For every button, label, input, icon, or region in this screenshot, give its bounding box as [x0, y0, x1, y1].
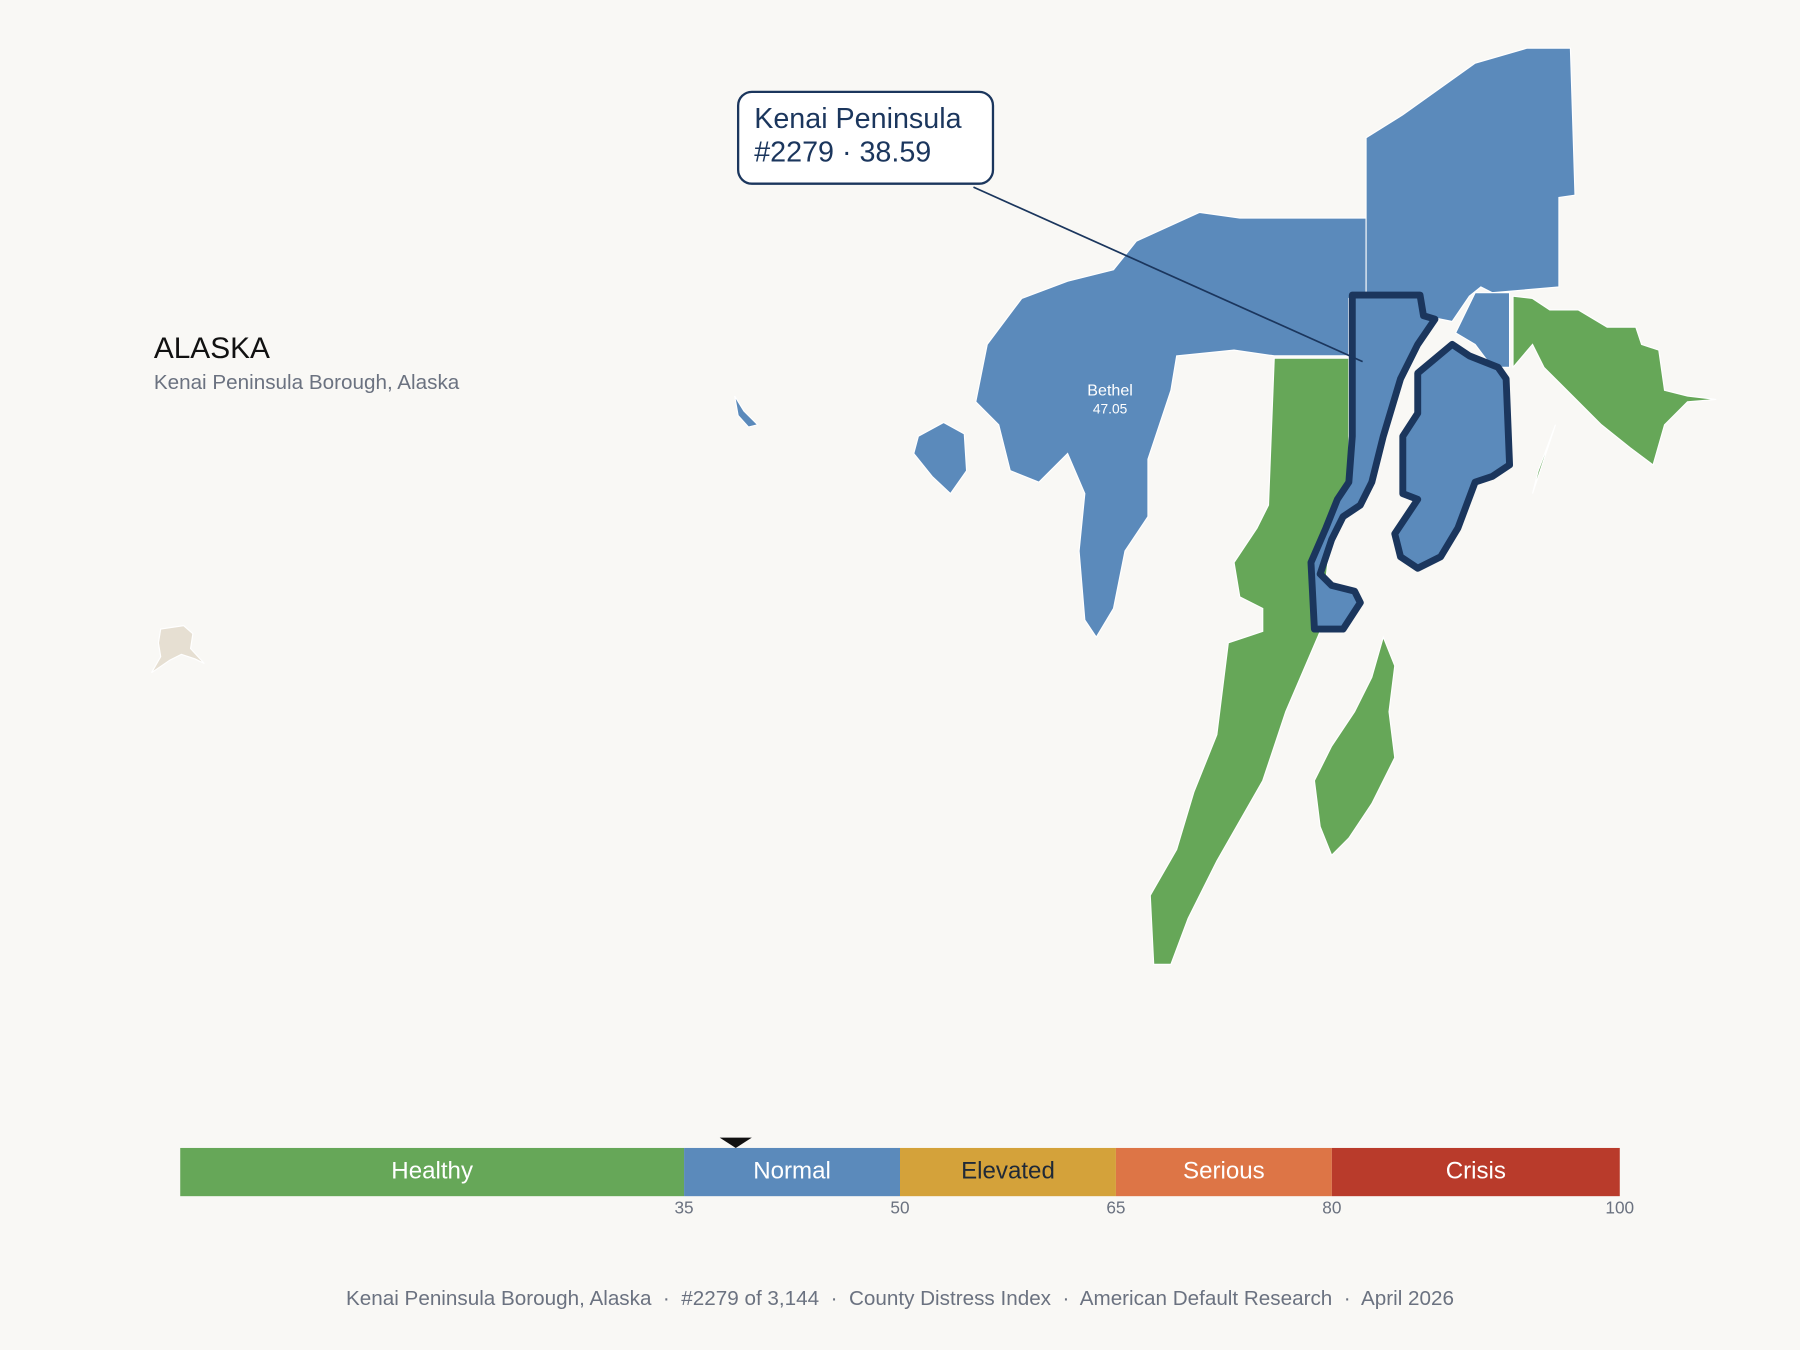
legend-label: Normal: [753, 1157, 831, 1184]
legend-tick: 35: [674, 1197, 693, 1217]
subtitle: Kenai Peninsula Borough, Alaska: [154, 371, 460, 394]
map: [734, 47, 1717, 965]
legend-segment: [900, 1147, 1116, 1197]
legend-tick: 65: [1106, 1197, 1125, 1217]
county-highlight[interactable]: [1307, 291, 1439, 633]
callout-leader: [973, 186, 1363, 363]
legend-label: Elevated: [961, 1157, 1055, 1184]
legend-segment: [1115, 1147, 1332, 1197]
legend-label: Healthy: [391, 1157, 473, 1184]
callout-name: Kenai Peninsula: [754, 103, 961, 135]
legend-tick: 100: [1605, 1197, 1634, 1217]
legend-segment: [684, 1147, 900, 1197]
legend-segment: [180, 1147, 685, 1197]
legend-label: Serious: [1183, 1157, 1265, 1184]
footer: Kenai Peninsula Borough, Alaska · #2279 …: [346, 1287, 1454, 1310]
callout-box: [736, 90, 995, 185]
legend-tick: 80: [1322, 1197, 1341, 1217]
legend-marker: [719, 1137, 752, 1148]
county: [1512, 295, 1717, 466]
callout-detail: #2279 · 38.59: [754, 136, 931, 168]
kenai-peninsula[interactable]: [1307, 291, 1514, 633]
legend: Healthy Normal Elevated Serious Crisis 35 50 65…: [180, 1137, 1634, 1217]
map-label: Bethel: [1087, 382, 1133, 400]
legend-tick: 50: [890, 1197, 909, 1217]
legend-segment: [1331, 1147, 1620, 1197]
county-highlight[interactable]: [1391, 340, 1514, 572]
title: ALASKA: [154, 332, 270, 365]
county: [734, 395, 759, 428]
map-value: 47.05: [1093, 401, 1128, 416]
inset-alaska: [151, 625, 205, 674]
county: [1313, 635, 1396, 857]
county: [1531, 424, 1557, 494]
county: [913, 421, 968, 495]
legend-label: Crisis: [1446, 1157, 1506, 1184]
